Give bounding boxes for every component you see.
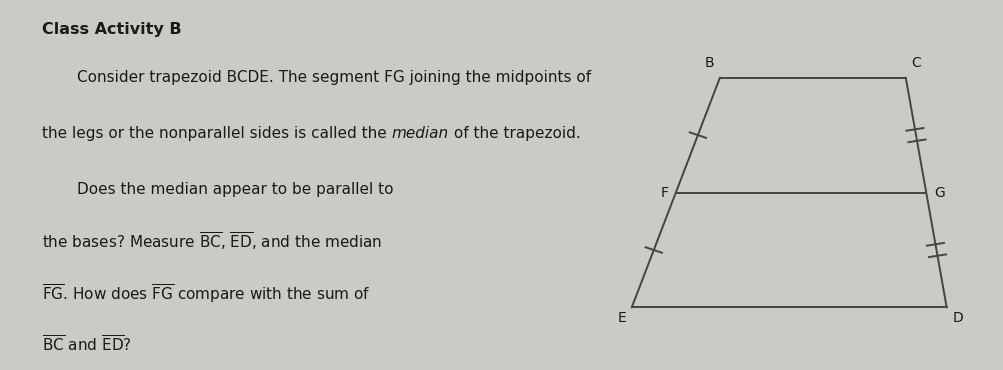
Text: Class Activity B: Class Activity B: [42, 21, 182, 37]
Text: F: F: [660, 186, 668, 199]
Text: B: B: [704, 56, 713, 70]
Text: C: C: [911, 56, 921, 70]
Text: the bases? Measure $\overline{\mathrm{BC}}$, $\overline{\mathrm{ED}}$, and the m: the bases? Measure $\overline{\mathrm{BC…: [42, 230, 382, 252]
Text: the legs or the nonparallel sides is called the: the legs or the nonparallel sides is cal…: [42, 126, 391, 141]
Text: $\overline{\mathrm{BC}}$ and $\overline{\mathrm{ED}}$?: $\overline{\mathrm{BC}}$ and $\overline{…: [42, 334, 131, 355]
Text: G: G: [933, 186, 944, 199]
Text: of the trapezoid.: of the trapezoid.: [448, 126, 580, 141]
Text: $\overline{\mathrm{FG}}$. How does $\overline{\mathrm{FG}}$ compare with the sum: $\overline{\mathrm{FG}}$. How does $\ove…: [42, 282, 370, 305]
Text: Does the median appear to be parallel to: Does the median appear to be parallel to: [77, 182, 393, 196]
Text: Consider trapezoid BCDE. The segment FG joining the midpoints of: Consider trapezoid BCDE. The segment FG …: [77, 70, 591, 85]
Text: median: median: [391, 126, 448, 141]
Text: D: D: [952, 311, 962, 325]
Text: E: E: [617, 311, 626, 325]
